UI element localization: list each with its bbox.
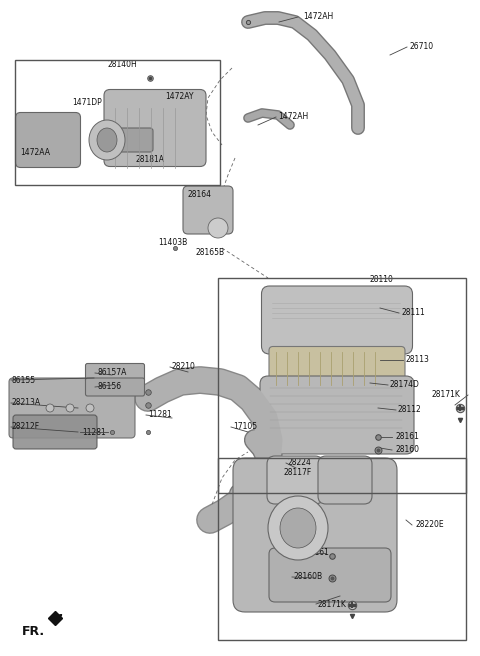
FancyBboxPatch shape (233, 458, 397, 612)
Text: FR.: FR. (22, 625, 45, 638)
Text: 26710: 26710 (410, 42, 434, 51)
Ellipse shape (66, 404, 74, 412)
Text: 1472AY: 1472AY (165, 92, 193, 101)
FancyBboxPatch shape (13, 415, 97, 449)
Text: 86155: 86155 (12, 376, 36, 385)
Bar (15, 60, 220, 185)
FancyBboxPatch shape (318, 456, 372, 504)
Text: 28110: 28110 (370, 275, 394, 284)
Text: 86156: 86156 (98, 382, 122, 391)
Ellipse shape (89, 120, 125, 160)
FancyBboxPatch shape (183, 186, 233, 234)
Text: 28117F: 28117F (283, 468, 311, 477)
FancyBboxPatch shape (85, 363, 144, 382)
Text: 28213A: 28213A (12, 398, 41, 407)
Text: 1472AH: 1472AH (303, 12, 333, 21)
Bar (218, 458, 466, 640)
Text: 28160: 28160 (395, 445, 419, 454)
Text: 28111: 28111 (402, 308, 426, 317)
FancyBboxPatch shape (260, 376, 414, 454)
Ellipse shape (208, 218, 228, 238)
FancyBboxPatch shape (15, 112, 81, 167)
Bar (218, 278, 466, 493)
Text: 11403B: 11403B (158, 238, 187, 247)
Ellipse shape (280, 508, 316, 548)
Text: 1472AA: 1472AA (20, 148, 50, 157)
Text: 28174D: 28174D (390, 380, 420, 389)
FancyBboxPatch shape (107, 128, 153, 152)
FancyBboxPatch shape (269, 548, 391, 602)
Text: 17105: 17105 (233, 422, 257, 431)
Ellipse shape (97, 128, 117, 152)
Ellipse shape (46, 404, 54, 412)
Text: 28161: 28161 (395, 432, 419, 441)
Text: 1472AH: 1472AH (278, 112, 308, 121)
Text: 28160B: 28160B (293, 572, 322, 581)
Text: 86157A: 86157A (98, 368, 127, 377)
FancyBboxPatch shape (85, 378, 144, 396)
FancyBboxPatch shape (262, 286, 412, 354)
FancyBboxPatch shape (104, 89, 206, 167)
FancyBboxPatch shape (269, 346, 405, 390)
FancyBboxPatch shape (267, 456, 323, 504)
Text: 28181A: 28181A (135, 155, 164, 164)
Text: 28220E: 28220E (415, 520, 444, 529)
Text: 28161: 28161 (305, 548, 329, 557)
Text: 28210: 28210 (172, 362, 196, 371)
Text: 28112: 28112 (397, 405, 421, 414)
Text: 28164: 28164 (187, 190, 211, 199)
Ellipse shape (86, 404, 94, 412)
Ellipse shape (268, 496, 328, 560)
Text: 28140H: 28140H (108, 60, 138, 69)
Text: 11281: 11281 (148, 410, 172, 419)
Text: 28113: 28113 (405, 355, 429, 364)
Text: 11281: 11281 (82, 428, 106, 437)
Text: 28212F: 28212F (12, 422, 40, 431)
Text: 28224: 28224 (288, 458, 312, 467)
Text: 1471DP: 1471DP (72, 98, 102, 107)
Text: 28165B: 28165B (195, 248, 224, 257)
Text: 28171K: 28171K (432, 390, 461, 399)
FancyBboxPatch shape (9, 378, 135, 438)
Text: 28171K: 28171K (318, 600, 347, 609)
